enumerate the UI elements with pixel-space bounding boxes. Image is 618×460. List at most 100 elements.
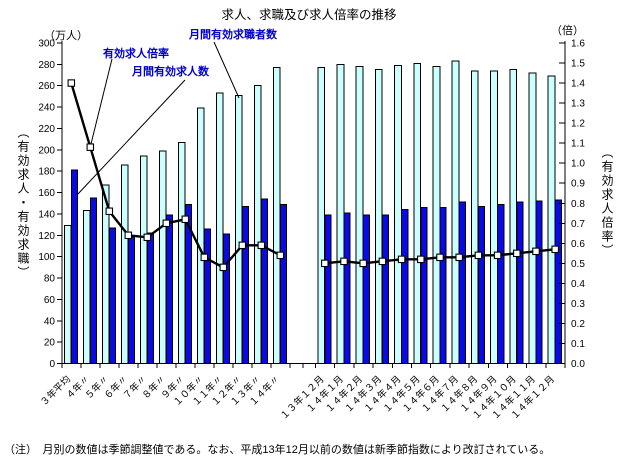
openings-bar [458, 201, 466, 364]
left-tick-label: 280 [38, 60, 55, 71]
ratio-marker [105, 207, 114, 216]
seekers-bar [82, 210, 91, 364]
ratio-marker [551, 245, 559, 254]
left-tick-label: 80 [44, 274, 56, 285]
openings-bar [497, 203, 505, 364]
seekers-bar [355, 66, 364, 365]
openings-bar [146, 232, 155, 364]
seekers-bar [215, 92, 224, 364]
openings-bar [108, 227, 117, 364]
seekers-bar [196, 107, 205, 364]
seekers-bar [139, 155, 148, 364]
left-axis-title: （有効求人・有効求職） [16, 126, 30, 280]
chart-title: 求人、求職及び求人倍率の推移 [221, 8, 397, 22]
seekers-series-label: 月間有効求職者数 [189, 29, 277, 41]
openings-bar [165, 214, 174, 364]
left-tick-label: 160 [38, 188, 55, 199]
chart-plot: 0 20 40 60 80 100 120 140 160 180 200 220 240 260 280 3… [38, 39, 586, 422]
seekers-bar [234, 94, 243, 365]
ratio-marker [257, 241, 266, 250]
openings-bar [241, 205, 250, 364]
left-axis-unit: （万人） [44, 30, 88, 42]
ratio-marker [436, 253, 444, 262]
seekers-bar [432, 66, 441, 365]
right-axis-unit: （倍） [551, 25, 584, 37]
openings-leader-line [76, 79, 186, 196]
openings-bar [203, 228, 212, 364]
left-tick-label: 60 [44, 295, 56, 306]
right-tick-label: 0.1 [571, 339, 585, 350]
seekers-bar [177, 141, 186, 364]
ratio-marker [124, 231, 133, 240]
openings-bar [343, 212, 351, 364]
ratio-marker [143, 233, 152, 242]
right-tick-label: 1.5 [571, 59, 585, 70]
openings-bar [535, 200, 543, 364]
ratio-leader-line [89, 58, 113, 149]
ratio-marker [340, 257, 348, 266]
left-tick-label: 100 [38, 252, 55, 263]
right-tick-label: 0.7 [571, 219, 585, 230]
seekers-bar [528, 72, 537, 364]
openings-bar [554, 199, 562, 364]
ratio-marker [181, 215, 190, 224]
left-tick-label: 20 [44, 338, 56, 349]
openings-bar [222, 233, 231, 364]
seekers-bar [451, 60, 460, 365]
right-tick-label: 0.3 [571, 299, 585, 310]
right-tick-label: 0.8 [571, 199, 585, 210]
right-tick-label: 0.4 [571, 279, 585, 290]
seekers-bar [63, 225, 72, 364]
openings-bar [127, 235, 136, 364]
openings-bar [362, 214, 370, 364]
openings-bar [279, 203, 287, 364]
left-tick-label: 220 [38, 124, 55, 135]
ratio-marker [417, 255, 425, 264]
right-tick-label: 1.2 [571, 119, 585, 130]
ratio-series-label: 有効求人倍率 [103, 48, 169, 60]
left-tick-label: 300 [38, 39, 55, 50]
openings-series-label: 月間有効求人数 [132, 66, 209, 78]
left-tick-label: 240 [38, 103, 55, 114]
seekers-bar [336, 63, 345, 364]
ratio-marker [162, 219, 171, 228]
openings-bar [439, 207, 447, 364]
ratio-marker [200, 253, 209, 262]
openings-bar [89, 197, 98, 364]
openings-bar [260, 198, 268, 364]
openings-bar [401, 209, 409, 364]
seekers-bar [253, 85, 262, 364]
seekers-bar [509, 69, 518, 364]
ratio-marker [397, 255, 406, 264]
right-tick-label: 1.3 [571, 99, 585, 110]
ratio-marker [493, 251, 502, 260]
ratio-marker [276, 251, 285, 260]
seekers-bar [547, 75, 556, 364]
openings-bar [381, 214, 390, 364]
seekers-bar [374, 69, 383, 364]
right-tick-label: 0.6 [571, 239, 585, 250]
seekers-leader-line [213, 41, 240, 99]
ratio-marker [238, 241, 247, 250]
openings-bar [420, 207, 428, 364]
openings-bar [516, 201, 524, 364]
right-tick-label: 1.6 [571, 39, 585, 50]
right-axis-title: （有効求人倍率） [600, 146, 614, 258]
seekers-bar [317, 67, 326, 365]
right-tick-label: 0.2 [571, 319, 585, 330]
openings-bar [324, 214, 332, 364]
ratio-marker [219, 263, 228, 272]
ratio-marker [532, 247, 540, 256]
ratio-marker [474, 251, 483, 260]
ratio-marker [455, 253, 463, 262]
left-tick-label: 180 [38, 167, 55, 178]
seekers-bar [470, 70, 479, 364]
left-tick-label: 260 [38, 81, 55, 92]
openings-bar [477, 205, 486, 364]
seekers-bar [394, 64, 402, 364]
seekers-bar [413, 62, 422, 364]
left-tick-label: 40 [44, 316, 56, 327]
ratio-marker [86, 143, 95, 151]
seekers-bar [490, 70, 498, 364]
